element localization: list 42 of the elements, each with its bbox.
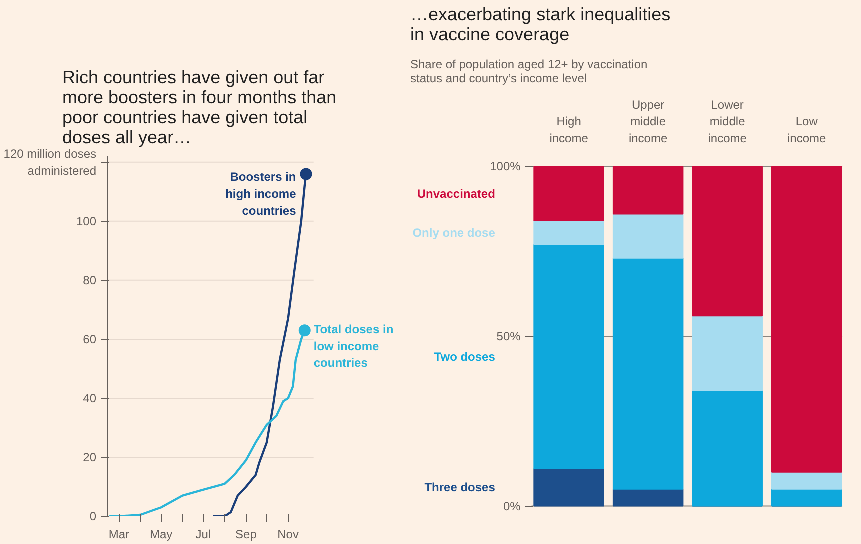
bar xyxy=(534,220,604,246)
bar xyxy=(612,166,684,215)
y-tick-label: 100% xyxy=(490,160,522,174)
x-tick-label: May xyxy=(150,528,173,542)
bar xyxy=(534,166,604,222)
x-tick-label: Sep xyxy=(236,528,258,542)
text: Only one dose xyxy=(412,226,496,240)
bar xyxy=(692,316,763,392)
x-tick-label: Nov xyxy=(278,528,299,542)
bar xyxy=(692,166,763,317)
chart-title: Rich countries have given out far more boosters in four months than poor countries have given total doses all year… xyxy=(62,68,337,148)
bar xyxy=(534,468,604,507)
text: Two doses xyxy=(434,350,496,364)
series-label: Boosters in high income countries xyxy=(226,170,297,218)
bar xyxy=(771,488,842,507)
y-tick-label: 0 xyxy=(90,510,97,524)
y-tick-label: 120 million doses administered xyxy=(4,147,96,178)
y-tick-label: 80 xyxy=(83,273,97,288)
y-tick-label: 60 xyxy=(83,332,97,346)
bar xyxy=(612,258,684,490)
bar xyxy=(692,390,763,507)
bar xyxy=(612,488,684,507)
x-tick-label: Low income xyxy=(788,114,827,146)
text: Unvaccinated xyxy=(417,186,496,201)
x-tick-label: Mar xyxy=(108,528,130,542)
y-tick-label: 20 xyxy=(83,450,97,464)
bar xyxy=(771,166,842,473)
chart-subtitle: Share of population aged 12+ by vaccination status and country’s income level xyxy=(410,58,648,86)
bar xyxy=(612,214,684,259)
bar xyxy=(771,472,842,490)
series-label: Total doses in low income countries xyxy=(314,322,394,370)
x-tick-label: Upper middle income xyxy=(628,98,668,146)
y-tick-label: 40 xyxy=(83,391,97,406)
y-tick-label: 100 xyxy=(76,214,97,228)
chart-title: …exacerbating stark inequalities in vaccine coverage xyxy=(410,4,671,44)
x-tick-label: High income xyxy=(550,114,589,146)
bar xyxy=(534,244,604,470)
x-tick-label: Jul xyxy=(196,528,212,542)
y-tick-label: 50% xyxy=(496,330,522,344)
y-tick-label: 0% xyxy=(503,499,522,514)
x-tick-label: Lower middle income xyxy=(708,98,748,146)
text: Three doses xyxy=(424,480,496,495)
